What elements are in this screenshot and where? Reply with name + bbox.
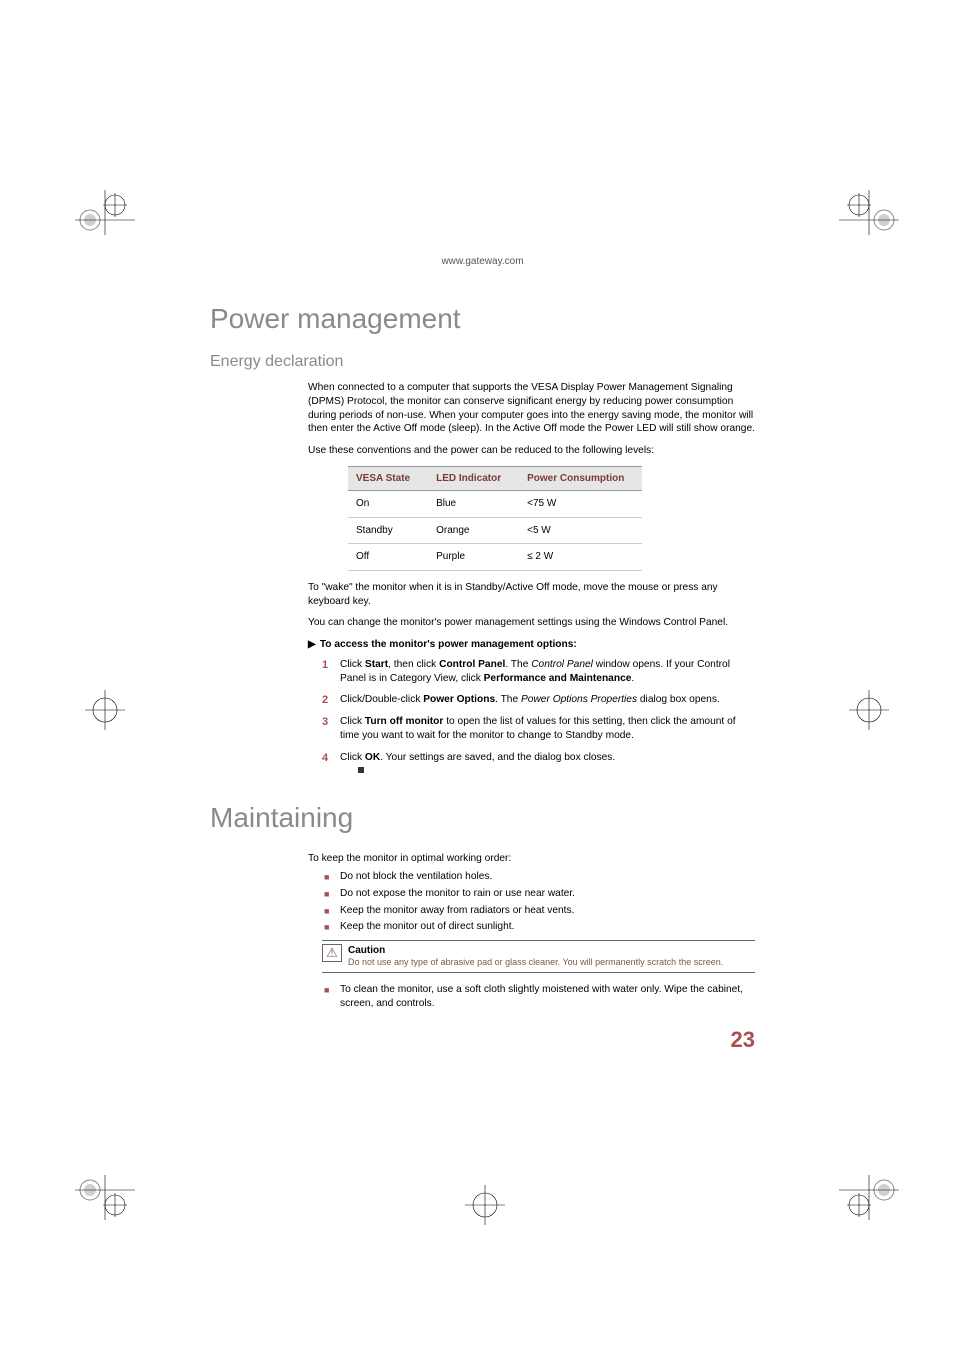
step-1: 1 Click Start, then click Control Panel.… (322, 658, 755, 686)
warning-icon: ⚠ (322, 944, 342, 962)
crop-mark-mid-right (839, 680, 899, 740)
caution-box: ⚠ Caution Do not use any type of abrasiv… (322, 940, 755, 973)
para-wake: To "wake" the monitor when it is in Stan… (308, 581, 755, 609)
para-control-panel: You can change the monitor's power manag… (308, 616, 755, 630)
para-dpms: When connected to a computer that suppor… (308, 381, 755, 436)
list-item: ■Do not block the ventilation holes. (322, 870, 755, 884)
section1-body: When connected to a computer that suppor… (308, 381, 755, 778)
section2-body: To keep the monitor in optimal working o… (308, 852, 755, 1010)
step-2: 2 Click/Double-click Power Options. The … (322, 693, 755, 707)
page-number: 23 (731, 1027, 755, 1053)
table-row: Off Purple ≤ 2 W (348, 544, 642, 571)
crop-mark-top-left (75, 175, 135, 235)
header-url: www.gateway.com (210, 256, 755, 267)
caution-text: Caution Do not use any type of abrasive … (348, 944, 723, 969)
list-item: ■To clean the monitor, use a soft cloth … (322, 983, 755, 1011)
para-conventions: Use these conventions and the power can … (308, 444, 755, 458)
section-energy-declaration-title: Energy declaration (210, 353, 755, 371)
maint-intro: To keep the monitor in optimal working o… (308, 852, 755, 866)
end-square-icon (358, 767, 364, 773)
table-row: Standby Orange <5 W (348, 517, 642, 544)
list-item: ■Keep the monitor out of direct sunlight… (322, 920, 755, 934)
th-power: Power Consumption (519, 466, 642, 491)
step-3: 3 Click Turn off monitor to open the lis… (322, 715, 755, 743)
th-led: LED Indicator (428, 466, 519, 491)
page-content: www.gateway.com Power management Energy … (210, 256, 755, 1013)
crop-mark-bottom-left (75, 1175, 135, 1235)
power-table: VESA State LED Indicator Power Consumpti… (348, 466, 642, 571)
crop-mark-top-right (839, 175, 899, 235)
section-maintaining-title: Maintaining (210, 802, 755, 834)
maint-list-2: ■To clean the monitor, use a soft cloth … (322, 983, 755, 1011)
procedure-list: 1 Click Start, then click Control Panel.… (322, 658, 755, 778)
maint-list: ■Do not block the ventilation holes. ■Do… (322, 870, 755, 934)
procedure-heading: ▶To access the monitor's power managemen… (308, 638, 755, 652)
list-item: ■Keep the monitor away from radiators or… (322, 904, 755, 918)
triangle-icon: ▶ (308, 638, 316, 652)
crop-mark-mid-left (75, 680, 135, 740)
step-4: 4 Click OK. Your settings are saved, and… (322, 751, 755, 779)
crop-mark-bottom-center (455, 1175, 515, 1235)
crop-mark-bottom-right (839, 1175, 899, 1235)
table-row: On Blue <75 W (348, 491, 642, 518)
list-item: ■Do not expose the monitor to rain or us… (322, 887, 755, 901)
section-power-management-title: Power management (210, 303, 755, 335)
section-maintaining: Maintaining To keep the monitor in optim… (210, 802, 755, 1010)
th-vesa: VESA State (348, 466, 428, 491)
